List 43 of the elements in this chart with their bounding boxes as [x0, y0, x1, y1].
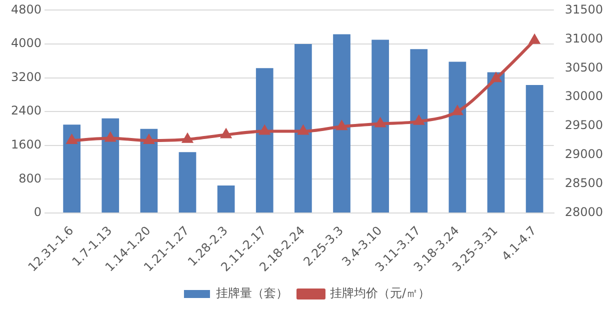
legend-label: 挂牌均价（元/㎡） [330, 286, 430, 300]
y-tick-label: 2400 [10, 104, 42, 118]
y2-tick-label: 31000 [564, 31, 604, 46]
y2-tick-label: 29000 [564, 147, 604, 162]
bar [217, 186, 235, 212]
point [336, 121, 347, 130]
bar [448, 62, 466, 212]
point [298, 126, 308, 135]
y-tick-label: 0 [34, 205, 42, 220]
bar [294, 44, 312, 212]
y-tick-label: 4800 [10, 2, 42, 16]
bar [333, 34, 350, 212]
y2-tick-label: 28000 [564, 205, 604, 220]
point [414, 116, 424, 125]
point [105, 132, 116, 142]
point [491, 73, 501, 82]
bar [140, 128, 158, 212]
point [182, 134, 192, 143]
point [144, 135, 154, 144]
point [260, 126, 270, 135]
y2-tick-label: 29500 [564, 118, 604, 132]
bar [63, 124, 80, 212]
bar [372, 40, 389, 212]
point [530, 34, 540, 44]
y-tick-label: 800 [18, 171, 42, 186]
bar [256, 68, 274, 212]
bar [178, 152, 196, 212]
y2-tick-label: 30500 [564, 60, 604, 74]
point [66, 135, 77, 144]
bar [487, 72, 505, 212]
legend-label: 挂牌量（套） [216, 286, 288, 300]
y-tick-label: 4000 [10, 36, 42, 50]
bar [526, 84, 544, 212]
y-tick-label: 3200 [10, 70, 42, 84]
point [375, 118, 386, 128]
bar [102, 118, 120, 212]
bar [410, 49, 428, 212]
point [221, 129, 232, 138]
y2-tick-label: 30000 [564, 89, 604, 104]
y2-tick-label: 31500 [564, 2, 604, 16]
y-tick-label: 1600 [10, 138, 42, 152]
point [452, 106, 462, 116]
y2-tick-label: 28500 [564, 176, 604, 190]
